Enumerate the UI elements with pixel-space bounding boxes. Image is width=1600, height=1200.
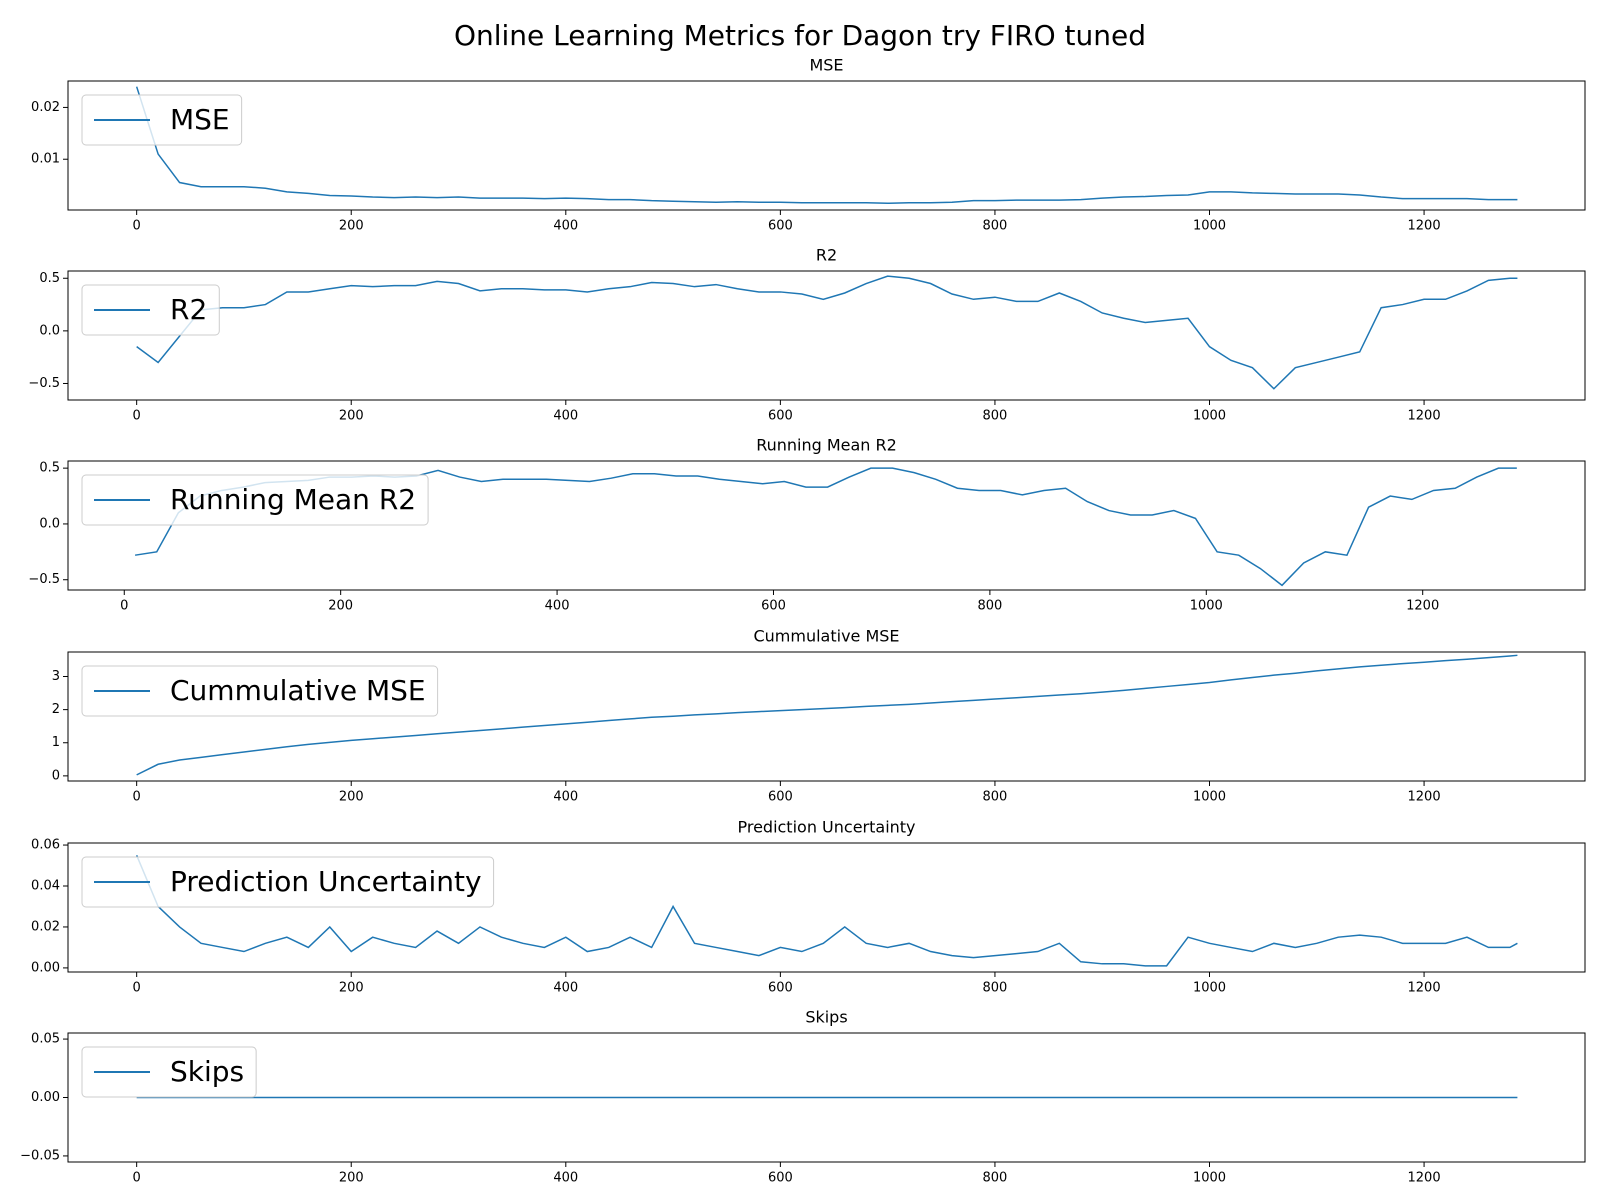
x-tick-label: 0 <box>133 790 141 805</box>
legend-box <box>81 1046 257 1098</box>
line <box>136 654 1518 776</box>
x-tick-label: 200 <box>339 790 364 805</box>
x-tick-label: 1000 <box>1193 219 1226 234</box>
x-tick-label: 800 <box>983 409 1008 424</box>
y-tick-label: 0.5 <box>39 271 60 286</box>
x-tick-label: 1000 <box>1190 599 1223 614</box>
legend: R2 <box>81 284 220 336</box>
x-tick-label: 800 <box>983 981 1008 996</box>
y-tick-label: 0.0 <box>39 323 60 338</box>
legend-label: Cummulative MSE <box>170 674 426 707</box>
line <box>136 275 1518 390</box>
x-tick-label: 600 <box>768 981 793 996</box>
y-tick-label: 0.06 <box>31 838 60 853</box>
subplot-title: R2 <box>816 246 837 265</box>
x-tick-label: 600 <box>768 219 793 234</box>
line <box>135 855 1518 967</box>
subplot-title: Skips <box>805 1008 847 1027</box>
x-tick-label: 800 <box>983 1171 1008 1186</box>
x-tick-label: 1200 <box>1408 409 1441 424</box>
legend: MSE <box>81 94 243 146</box>
y-tick-label: 0.00 <box>31 1090 60 1105</box>
x-tick-label: 800 <box>977 599 1002 614</box>
axes-frame <box>67 842 1586 973</box>
x-tick-label: 800 <box>983 790 1008 805</box>
legend-label: Prediction Uncertainty <box>170 865 482 898</box>
legend: Running Mean R2 <box>81 474 429 526</box>
x-tick-label: 200 <box>339 1171 364 1186</box>
x-tick-label: 1000 <box>1193 409 1226 424</box>
y-tick-label: 3 <box>52 669 60 684</box>
y-tick-label: −0.05 <box>20 1148 60 1163</box>
x-tick-label: 400 <box>553 409 578 424</box>
y-tick-label: 0.0 <box>39 516 60 531</box>
y-tick-label: −0.5 <box>28 376 60 391</box>
x-tick-label: 200 <box>339 219 364 234</box>
x-tick-label: 0 <box>133 409 141 424</box>
x-tick-label: 1000 <box>1193 790 1226 805</box>
x-tick-label: 200 <box>339 409 364 424</box>
legend-label: MSE <box>170 103 230 136</box>
x-tick-label: 0 <box>133 1171 141 1186</box>
y-tick-label: 0.5 <box>39 461 60 476</box>
x-tick-label: 600 <box>768 409 793 424</box>
x-tick-label: 1200 <box>1408 981 1441 996</box>
subplot-title: Cummulative MSE <box>753 627 899 646</box>
x-tick-label: 1000 <box>1193 981 1226 996</box>
x-tick-label: 600 <box>761 599 786 614</box>
axes-frame <box>67 1032 1586 1163</box>
x-tick-label: 0 <box>133 219 141 234</box>
x-tick-label: 1200 <box>1408 790 1441 805</box>
legend-box <box>81 856 495 908</box>
legend-label: Running Mean R2 <box>170 483 416 516</box>
legend-box <box>81 474 429 526</box>
x-tick-label: 200 <box>339 981 364 996</box>
legend-box <box>81 284 220 336</box>
x-tick-label: 400 <box>553 219 578 234</box>
x-tick-label: 0 <box>120 599 128 614</box>
legend: Prediction Uncertainty <box>81 856 495 908</box>
x-tick-label: 600 <box>768 790 793 805</box>
y-tick-label: 2 <box>52 702 60 717</box>
axes-frame <box>67 80 1586 211</box>
axes-frame <box>67 270 1586 401</box>
x-tick-label: 1200 <box>1406 599 1439 614</box>
axes-frame <box>67 651 1586 782</box>
y-tick-label: 0.05 <box>31 1032 60 1047</box>
subplot-title: Running Mean R2 <box>756 436 897 455</box>
legend-box <box>81 94 243 146</box>
legend-box <box>81 665 439 717</box>
subplot-title: Prediction Uncertainty <box>737 818 915 837</box>
x-tick-label: 800 <box>983 219 1008 234</box>
x-tick-label: 200 <box>328 599 353 614</box>
y-tick-label: 0.02 <box>31 919 60 934</box>
legend-label: R2 <box>170 293 207 326</box>
x-tick-label: 400 <box>553 790 578 805</box>
y-tick-label: 0.01 <box>31 152 60 167</box>
x-tick-label: 600 <box>768 1171 793 1186</box>
y-tick-label: 0.02 <box>31 100 60 115</box>
subplot-title: MSE <box>809 56 843 75</box>
y-tick-label: 1 <box>52 735 60 750</box>
line <box>135 86 1518 205</box>
x-tick-label: 1000 <box>1193 1171 1226 1186</box>
y-tick-label: −0.5 <box>28 572 60 587</box>
y-tick-label: 0.00 <box>31 960 60 975</box>
x-tick-label: 0 <box>133 981 141 996</box>
legend: Cummulative MSE <box>81 665 439 717</box>
x-tick-label: 400 <box>553 1171 578 1186</box>
figure-title: Online Learning Metrics for Dagon try FI… <box>454 19 1146 52</box>
legend-label: Skips <box>170 1055 244 1088</box>
axes-frame <box>67 460 1586 591</box>
y-tick-label: 0 <box>52 768 60 783</box>
x-tick-label: 400 <box>545 599 570 614</box>
y-tick-label: 0.04 <box>31 879 60 894</box>
x-tick-label: 1200 <box>1408 1171 1441 1186</box>
x-tick-label: 1200 <box>1408 219 1441 234</box>
x-tick-label: 400 <box>553 981 578 996</box>
legend: Skips <box>81 1046 257 1098</box>
